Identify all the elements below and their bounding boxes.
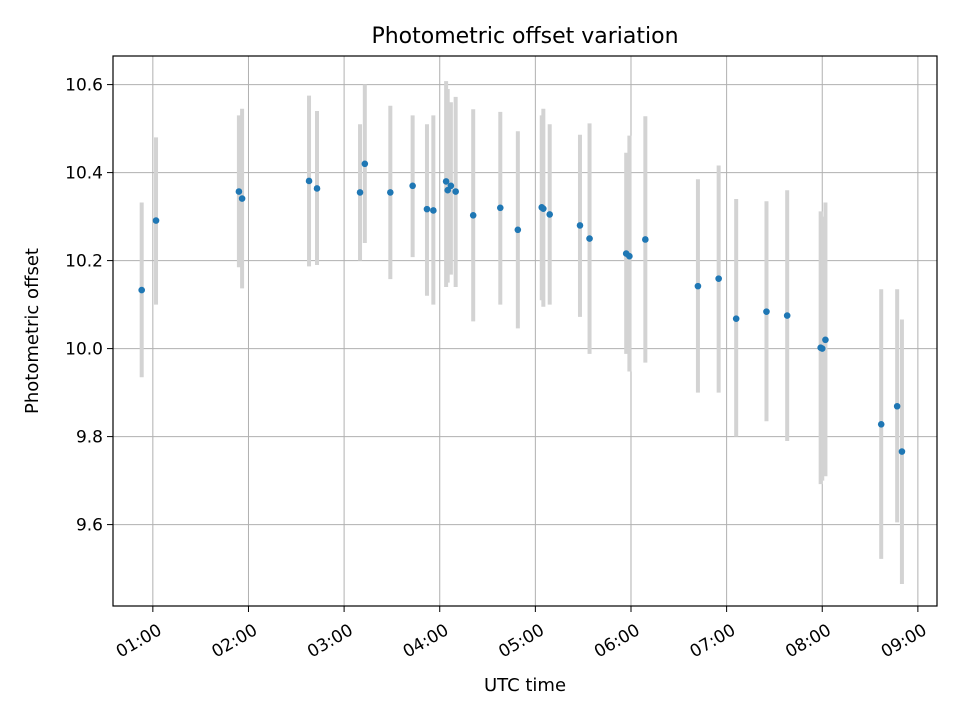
data-point	[822, 336, 829, 344]
y-tick-label: 9.6	[76, 516, 103, 536]
data-point	[783, 312, 791, 319]
y-tick-label: 9.8	[76, 428, 103, 448]
data-point	[893, 402, 901, 410]
x-axis-label: UTC time	[484, 675, 566, 696]
data-point	[546, 211, 554, 218]
y-axis-ticks: 9.6 9.8 10.0 10.2 10.4 10.6	[65, 76, 113, 536]
data-point	[586, 235, 593, 242]
data-point	[356, 189, 364, 196]
plot-frame	[112, 55, 938, 607]
y-tick-label: 10.2	[65, 252, 103, 272]
data-point	[514, 226, 522, 234]
data-point	[361, 160, 369, 168]
data-points	[138, 160, 906, 455]
data-point	[715, 275, 722, 282]
data-point	[447, 182, 455, 190]
data-point	[496, 204, 504, 212]
data-point	[469, 211, 477, 219]
data-point	[423, 205, 431, 213]
data-point	[642, 236, 649, 243]
data-point	[238, 195, 246, 202]
data-point	[430, 207, 437, 214]
data-point	[409, 182, 416, 190]
data-point	[877, 420, 885, 428]
y-axis-label: Photometric offset	[22, 248, 43, 414]
data-point	[387, 189, 394, 196]
y-tick-label: 10.4	[65, 164, 103, 184]
data-point	[152, 217, 160, 224]
data-point	[626, 252, 633, 260]
data-point	[442, 178, 450, 185]
data-point	[576, 222, 584, 229]
chart-title: Photometric offset variation	[371, 24, 678, 49]
data-point	[138, 286, 145, 294]
data-point	[235, 188, 243, 195]
data-point	[305, 177, 313, 185]
data-point	[763, 308, 770, 315]
data-point	[732, 315, 740, 322]
data-point	[898, 448, 906, 455]
data-point	[313, 185, 321, 192]
data-point	[452, 188, 459, 195]
data-point	[540, 205, 547, 212]
y-tick-label: 10.0	[65, 340, 103, 360]
y-tick-label: 10.6	[65, 76, 103, 96]
data-point	[818, 345, 826, 352]
data-point	[694, 282, 702, 290]
